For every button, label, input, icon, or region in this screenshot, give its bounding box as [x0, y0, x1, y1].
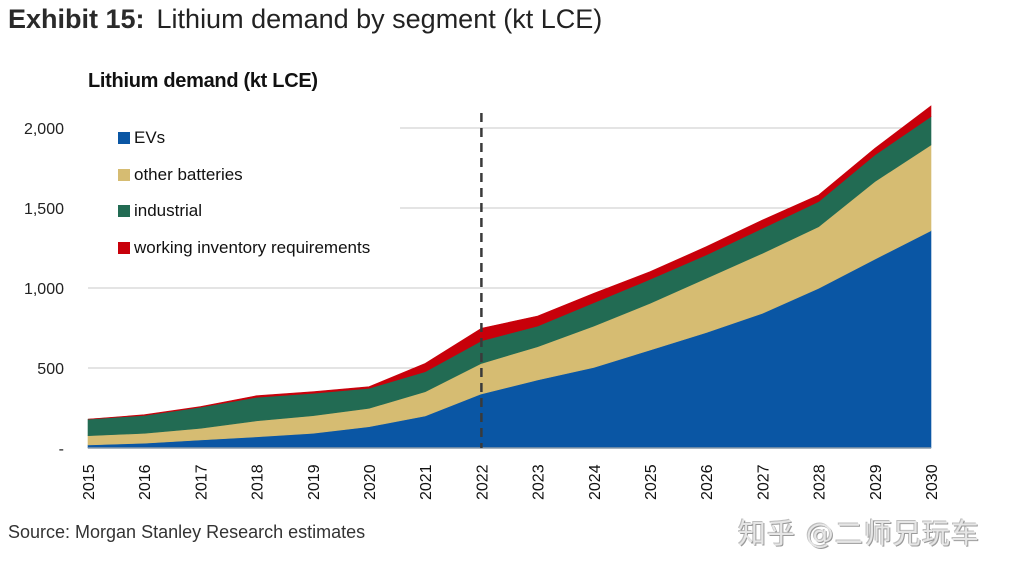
- y-tick-label: -: [59, 441, 64, 458]
- legend-label: industrial: [134, 201, 203, 221]
- area-working-inventory-requirements: [87, 105, 932, 420]
- legend-item-working-inventory-requirements: working inventory requirements: [118, 230, 370, 267]
- x-tick-label: 2022: [474, 464, 491, 500]
- x-tick-label: 2020: [362, 464, 379, 500]
- legend-swatch: [118, 241, 130, 254]
- area-layers: [87, 105, 932, 449]
- x-tick-label: 2030: [924, 464, 941, 500]
- legend-item-evs: EVs: [118, 120, 370, 157]
- x-tick-label: 2017: [193, 464, 210, 500]
- legend-swatch: [118, 132, 130, 145]
- x-axis: 2015 2016 2017 2018 2019 2020 2021 2022 2023 2024…: [81, 464, 941, 500]
- exhibit-title: Exhibit 15: Lithium demand by segment (kt…: [8, 4, 602, 35]
- x-tick-label: 2023: [531, 464, 548, 500]
- y-tick-label: 500: [37, 361, 64, 378]
- x-tick-label: 2016: [137, 464, 154, 500]
- legend-label: working inventory requirements: [134, 237, 371, 257]
- legend-item-industrial: industrial: [118, 193, 370, 230]
- x-tick-label: 2019: [306, 464, 323, 500]
- y-tick-label: 1,000: [24, 281, 64, 298]
- x-tick-label: 2021: [418, 464, 435, 500]
- source-note: Source: Morgan Stanley Research estimate…: [8, 522, 366, 542]
- legend-swatch: [118, 168, 130, 181]
- exhibit-title-text: Lithium demand by segment (kt LCE): [156, 4, 603, 34]
- exhibit-label: Exhibit 15:: [8, 4, 145, 34]
- x-tick-label: 2015: [81, 464, 98, 500]
- x-tick-label: 2028: [812, 464, 829, 500]
- x-tick-label: 2029: [868, 464, 885, 500]
- chart-title: Lithium demand (kt LCE): [88, 70, 318, 92]
- y-tick-label: 2,000: [24, 121, 64, 138]
- x-tick-label: 2026: [699, 464, 716, 500]
- x-tick-label: 2018: [250, 464, 267, 500]
- legend-swatch: [118, 205, 130, 218]
- y-axis: - 500 1,000 1,500 2,000: [24, 121, 64, 458]
- legend-label: other batteries: [134, 164, 243, 184]
- x-tick-label: 2027: [755, 464, 772, 500]
- x-tick-label: 2025: [643, 464, 660, 500]
- watermark: 知乎 @二师兄玩车: [738, 517, 980, 550]
- legend: EVs other batteries industrial working inve…: [118, 120, 370, 266]
- legend-label: EVs: [134, 128, 166, 148]
- legend-item-other-batteries: other batteries: [118, 157, 370, 194]
- y-tick-label: 1,500: [24, 201, 64, 218]
- x-tick-label: 2024: [587, 464, 604, 500]
